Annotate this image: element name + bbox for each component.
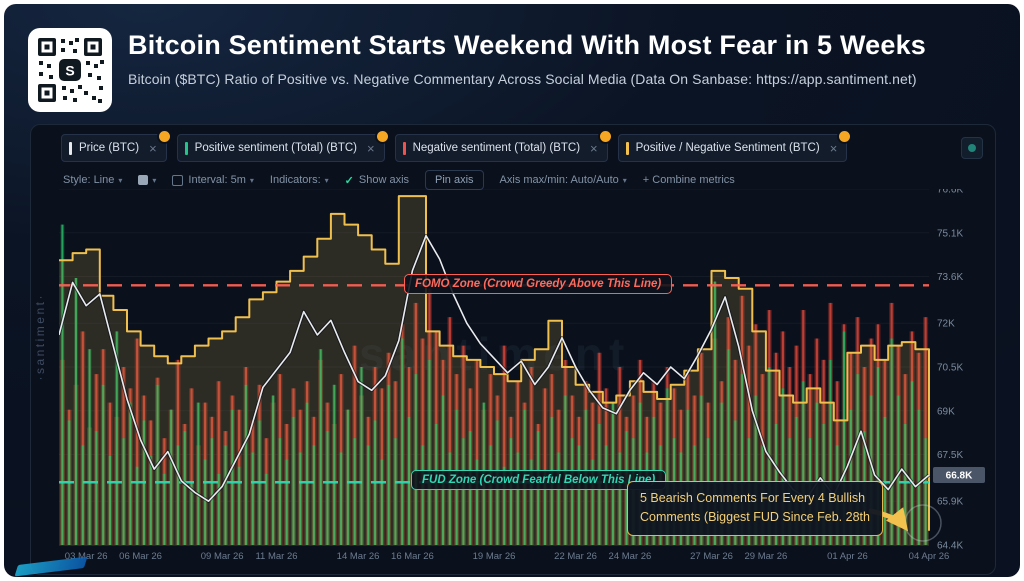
y-axis[interactable]: 76.6K 75.1K 73.6K 72K 70.5K 69K 67.5K 65.9K 64.4… <box>937 189 963 552</box>
axis-maxmin-label: Axis max/min: Auto/Auto <box>499 174 619 186</box>
page-title: Bitcoin Sentiment Starts Weekend With Mo… <box>128 30 927 60</box>
indicators-dropdown-label: Indicators: <box>269 174 321 186</box>
side-watermark: ·santiment· <box>33 293 47 381</box>
card: S Bitcoin Sentiment Starts Weekend With … <box>4 4 1020 577</box>
x-tick-label: 11 Mar 26 <box>255 551 297 562</box>
x-tick-label: 01 Apr 26 <box>827 551 868 562</box>
chevron-down-icon: ▾ <box>622 175 627 185</box>
y-tick-label: 70.5K <box>937 363 963 374</box>
metric-tab-label: Negative sentiment (Total) (BTC) <box>412 142 581 154</box>
qr-code: S <box>28 28 112 112</box>
x-tick-label: 09 Mar 26 <box>201 551 244 562</box>
interval-dropdown-label: Interval: 5m <box>188 174 246 186</box>
chevron-down-icon: ▾ <box>324 175 329 185</box>
plot-area: santiment 76.6K 75.1K 73.6K 72K 70.5K 69K 67.5… <box>59 189 989 567</box>
x-tick-label: 27 Mar 26 <box>690 551 733 562</box>
current-price-badge: 66.8K <box>933 466 985 483</box>
style-dropdown[interactable]: Style: Line ▾ <box>63 174 122 186</box>
callout-line-2: Comments (Biggest FUD Since Feb. 28th <box>640 510 870 525</box>
metric-tab-1[interactable]: Price (BTC) × <box>61 129 172 162</box>
x-tick-label: 22 Mar 26 <box>554 551 597 562</box>
style-dropdown-label: Style: Line <box>63 174 115 186</box>
svg-text:S: S <box>65 63 74 79</box>
metric-tab-label: Positive / Negative Sentiment (BTC) <box>635 142 820 154</box>
fomo-zone-label: FOMO Zone (Crowd Greedy Above This Line) <box>404 274 673 294</box>
panel-widget-icon[interactable] <box>961 137 983 159</box>
metric-tab-label: Positive sentiment (Total) (BTC) <box>194 142 357 154</box>
price-line <box>59 234 930 502</box>
y-tick-label: 64.4K <box>937 541 963 552</box>
chevron-down-icon: ▾ <box>118 175 123 185</box>
chevron-down-icon: ▾ <box>152 175 157 185</box>
pro-badge-icon <box>374 129 390 144</box>
x-tick-label: 06 Mar 26 <box>119 551 162 562</box>
y-tick-label: 65.9K <box>937 497 963 508</box>
y-tick-label: 75.1K <box>937 228 963 239</box>
x-tick-label: 29 Mar 26 <box>744 551 787 562</box>
metric-tab-3[interactable]: Negative sentiment (Total) (BTC) × <box>394 129 613 162</box>
y-tick-label: 69K <box>937 406 955 417</box>
svg-text:66.8K: 66.8K <box>946 470 973 481</box>
show-axis-toggle[interactable]: ✓ Show axis <box>345 174 409 187</box>
color-swatch-dropdown[interactable]: ▾ <box>138 175 156 185</box>
checkbox-checked-icon: ✓ <box>344 174 354 187</box>
metric-color-indicator <box>402 141 406 155</box>
x-tick-label: 19 Mar 26 <box>473 551 516 562</box>
x-tick-label: 16 Mar 26 <box>391 551 434 562</box>
chart-toolbar: Style: Line ▾ ▾ Interval: 5m ▾ Indicator… <box>63 170 735 190</box>
show-axis-label: Show axis <box>358 174 410 186</box>
combine-metrics-label: + Combine metrics <box>642 174 735 186</box>
chevron-down-icon: ▾ <box>249 175 254 185</box>
color-swatch <box>138 175 149 185</box>
ratio-step-series <box>59 195 930 545</box>
chart-panel: Price (BTC) × Positive sentiment (Total) (… <box>30 124 996 575</box>
pro-badge-icon <box>156 129 172 144</box>
y-tick-label: 76.6K <box>937 189 963 196</box>
pin-axis-button[interactable]: Pin axis <box>425 170 484 190</box>
fud-zone-label: FUD Zone (Crowd Fearful Below This Line) <box>411 470 667 490</box>
metric-tab-4[interactable]: Positive / Negative Sentiment (BTC) × <box>617 129 853 162</box>
y-tick-label: 73.6K <box>937 272 963 283</box>
metric-color-indicator <box>184 141 188 155</box>
metric-color-indicator <box>625 141 629 155</box>
close-icon[interactable]: × <box>829 140 838 156</box>
fud-callout: 5 Bearish Comments For Every 4 Bullish C… <box>627 481 883 536</box>
pin-axis-label: Pin axis <box>435 174 474 186</box>
metric-color-indicator <box>69 141 72 155</box>
pro-badge-icon <box>837 129 853 144</box>
combine-metrics-button[interactable]: + Combine metrics <box>643 174 735 186</box>
y-tick-label: 72K <box>937 319 955 330</box>
metric-tab-2[interactable]: Positive sentiment (Total) (BTC) × <box>176 129 390 162</box>
close-icon[interactable]: × <box>366 140 375 156</box>
callout-line-1: 5 Bearish Comments For Every 4 Bullish <box>640 491 866 505</box>
metric-tabs: Price (BTC) × Positive sentiment (Total) (… <box>61 129 853 162</box>
close-icon[interactable]: × <box>149 140 157 156</box>
x-tick-label: 14 Mar 26 <box>337 551 380 562</box>
header: S Bitcoin Sentiment Starts Weekend With … <box>28 28 1000 112</box>
metric-tab-label: Price (BTC) <box>79 142 140 154</box>
interval-icon <box>172 174 184 186</box>
x-tick-label: 24 Mar 26 <box>609 551 652 562</box>
axis-maxmin-dropdown[interactable]: Axis max/min: Auto/Auto ▾ <box>500 174 627 186</box>
page-subtitle: Bitcoin ($BTC) Ratio of Positive vs. Neg… <box>128 71 917 87</box>
pro-badge-icon <box>597 129 613 144</box>
interval-dropdown[interactable]: Interval: 5m ▾ <box>172 174 254 186</box>
close-icon[interactable]: × <box>590 140 598 156</box>
indicators-dropdown[interactable]: Indicators: ▾ <box>270 174 329 186</box>
y-tick-label: 67.5K <box>937 450 963 461</box>
x-tick-label: 04 Apr 26 <box>909 551 950 562</box>
